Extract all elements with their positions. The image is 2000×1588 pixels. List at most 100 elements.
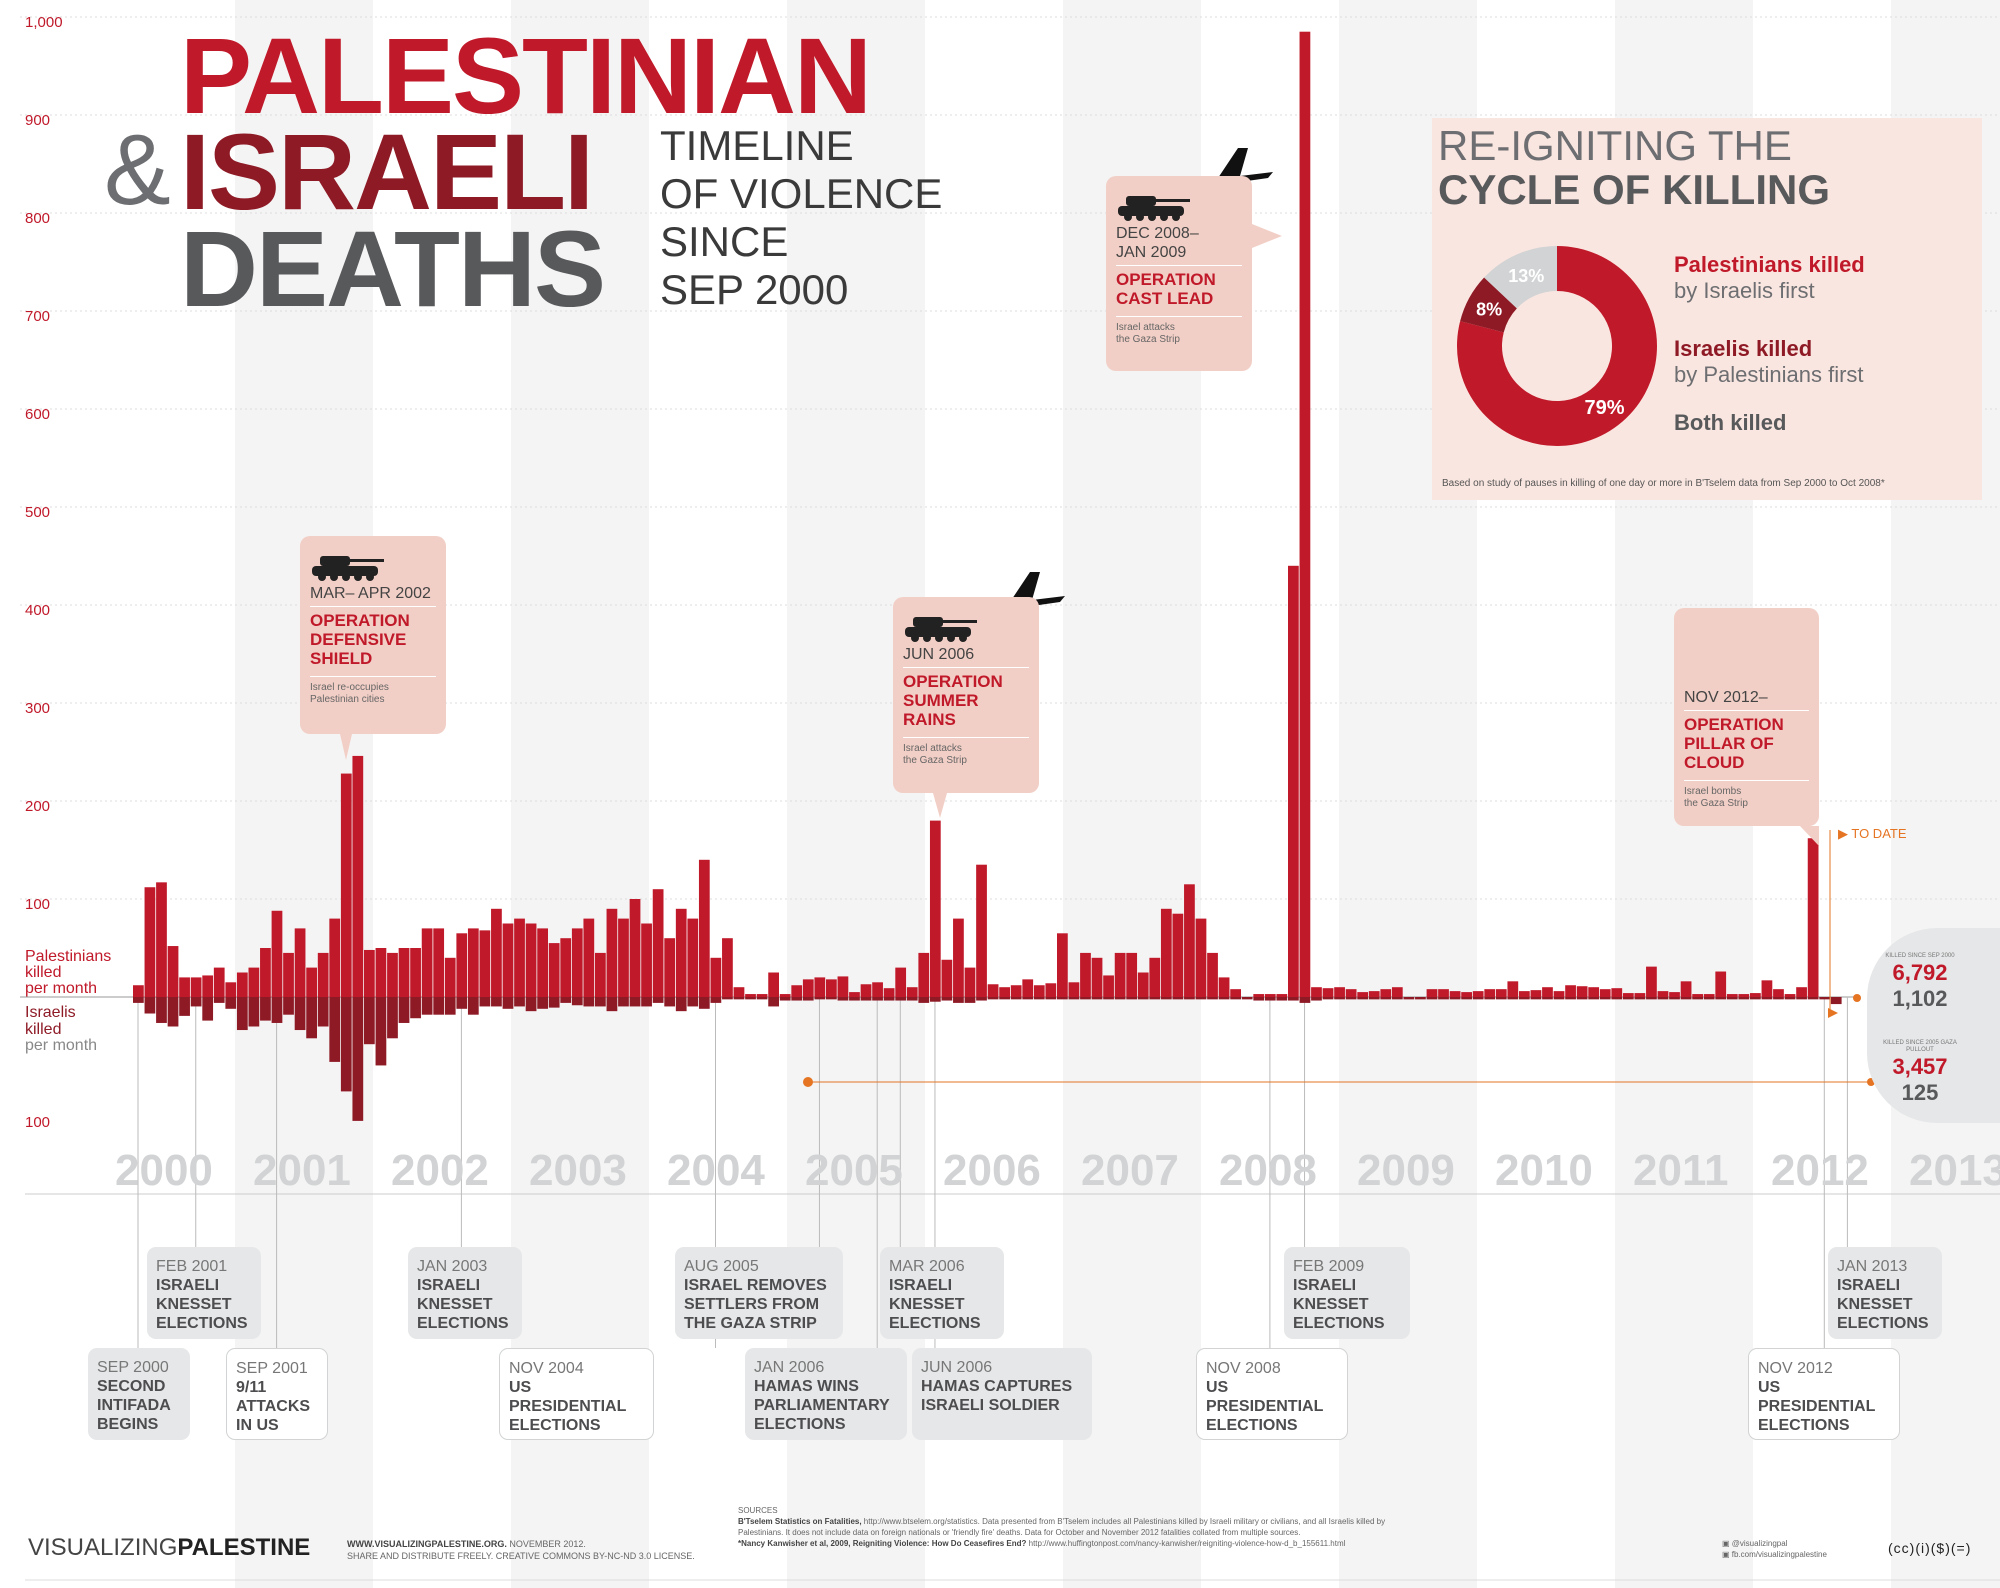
bar-israelis [1796,997,1807,1000]
bar-israelis [167,997,179,1027]
year-label: 2012 [1771,1146,1869,1195]
bar-israelis [340,997,352,1092]
callout-summer-rains: JUN 2006 OPERATION SUMMER RAINS Israel a… [893,597,1039,793]
bar-israelis [1010,997,1022,1000]
bar-israelis [1830,997,1842,1005]
bar-israelis [271,997,283,1023]
event-date: JUN 2006 [921,1359,993,1376]
bar-palestinians [1172,913,1184,997]
brand-part-1: VISUALIZING [28,1534,178,1561]
bar-palestinians [710,957,722,997]
bar-palestinians [1022,979,1034,997]
bar-palestinians [1657,991,1669,997]
isr-axis-label-1: Israelis [25,1004,76,1021]
source-1: B'Tselem Statistics on Fatalities, http:… [738,1516,1385,1527]
title-ampersand: & [104,114,171,226]
year-label: 2007 [1081,1146,1179,1195]
callout-desc-2: the Gaza Strip [1116,334,1180,345]
y-tick-label: 700 [25,308,50,325]
bar-palestinians [179,977,190,997]
twitter-handle: @visualizingpal [1731,1539,1788,1548]
bar-palestinians [1438,989,1449,997]
bar-palestinians [271,910,283,997]
bar-palestinians [814,977,826,997]
year-label: 2010 [1495,1146,1593,1195]
twitter-link[interactable]: ▣ @visualizingpal [1722,1538,1827,1549]
source-2-text: http://www.huffingtonpost.com/nancy-kanw… [1026,1539,1346,1548]
bar-israelis [722,997,733,1000]
event-line-2: PRESIDENTIAL [1758,1398,1876,1415]
bar-palestinians [1299,31,1311,997]
bar-israelis [1137,997,1149,1000]
event-line-1: SECOND [97,1378,166,1395]
bar-palestinians [317,952,329,997]
bar-israelis [1646,997,1657,1000]
legend-bold: Israelis killed [1674,336,1813,361]
bar-palestinians [202,975,214,997]
callout-desc-1: Israel re-occupies [310,682,389,693]
bar-israelis [1807,997,1819,1000]
bar-palestinians [733,987,745,997]
bar-palestinians [953,918,964,997]
callout-desc-1: Israel attacks [903,743,962,754]
event-jun-2006: JUN 2006 HAMAS CAPTURES ISRAELI SOLDIER [912,1348,1092,1440]
year-label: 2006 [943,1146,1041,1195]
event-date: SEP 2000 [97,1359,169,1376]
callout-desc: Israel attacks the Gaza Strip [1116,316,1242,346]
bar-israelis [1103,997,1114,1000]
facebook-link[interactable]: ▣ fb.com/visualizingpalestine [1722,1549,1827,1560]
bar-israelis [1391,997,1403,1000]
bar-israelis [1507,997,1519,1000]
callout-date: NOV 2012– [1684,688,1809,711]
event-line-2: KNESSET [1293,1296,1369,1313]
bar-israelis [1334,997,1345,1000]
bar-israelis [1634,997,1646,1000]
bar-israelis [283,997,294,1015]
bar-israelis [1288,997,1299,1001]
bar-palestinians [1553,991,1565,997]
bar-israelis [144,997,156,1014]
bar-palestinians [1565,985,1576,997]
bar-palestinians [1160,908,1172,997]
bar-israelis [444,997,456,1015]
event-jan-2013: JAN 2013 ISRAELI KNESSET ELECTIONS [1828,1247,1942,1339]
year-label: 2004 [667,1146,765,1195]
event-line-3: ELECTIONS [889,1315,981,1332]
bar-israelis [306,997,317,1039]
bar-palestinians [768,972,779,997]
event-line-1: US [509,1379,532,1396]
event-line-1: ISRAELI [1837,1277,1901,1294]
bar-israelis [1080,997,1091,1000]
bar-palestinians [410,948,421,997]
bar-palestinians [1761,980,1773,997]
bar-palestinians [571,928,583,997]
bar-palestinians [1368,991,1380,997]
bar-palestinians [421,928,433,997]
event-jan-2006: JAN 2006 HAMAS WINS PARLIAMENTARY ELECTIONS [745,1348,907,1440]
callout-desc: Israel attacks the Gaza Strip [903,737,1029,767]
footer-url[interactable]: WWW.VISUALIZINGPALESTINE.ORG. [347,1539,507,1549]
bar-israelis [329,997,341,1062]
bar-israelis [1773,997,1784,1000]
bar-palestinians [1472,991,1484,997]
event-line-2: ATTACKS [236,1398,311,1415]
footer-url-line: WWW.VISUALIZINGPALESTINE.ORG. NOVEMBER 2… [347,1538,695,1550]
bar-palestinians [1680,981,1692,997]
bar-israelis [1484,997,1496,1000]
bar-israelis [387,997,398,1039]
year-label: 2009 [1357,1146,1455,1195]
bar-israelis [1750,997,1761,1000]
bar-palestinians [1380,989,1392,997]
bar-palestinians [340,773,352,997]
bar-israelis [745,997,756,1000]
bar-palestinians [560,938,572,997]
bar-israelis [987,997,999,1000]
bar-israelis [1218,997,1230,1000]
event-jan-2003: JAN 2003 ISRAELI KNESSET ELECTIONS [408,1247,522,1339]
bar-palestinians [1345,989,1357,997]
totals-since-pullout-label: KILLED SINCE 2005 GAZA PULLOUT [1883,1040,1957,1053]
bar-israelis [710,997,722,1003]
callout-pointer [340,734,352,760]
bar-israelis [1195,997,1207,1000]
bar-israelis [675,997,687,1012]
